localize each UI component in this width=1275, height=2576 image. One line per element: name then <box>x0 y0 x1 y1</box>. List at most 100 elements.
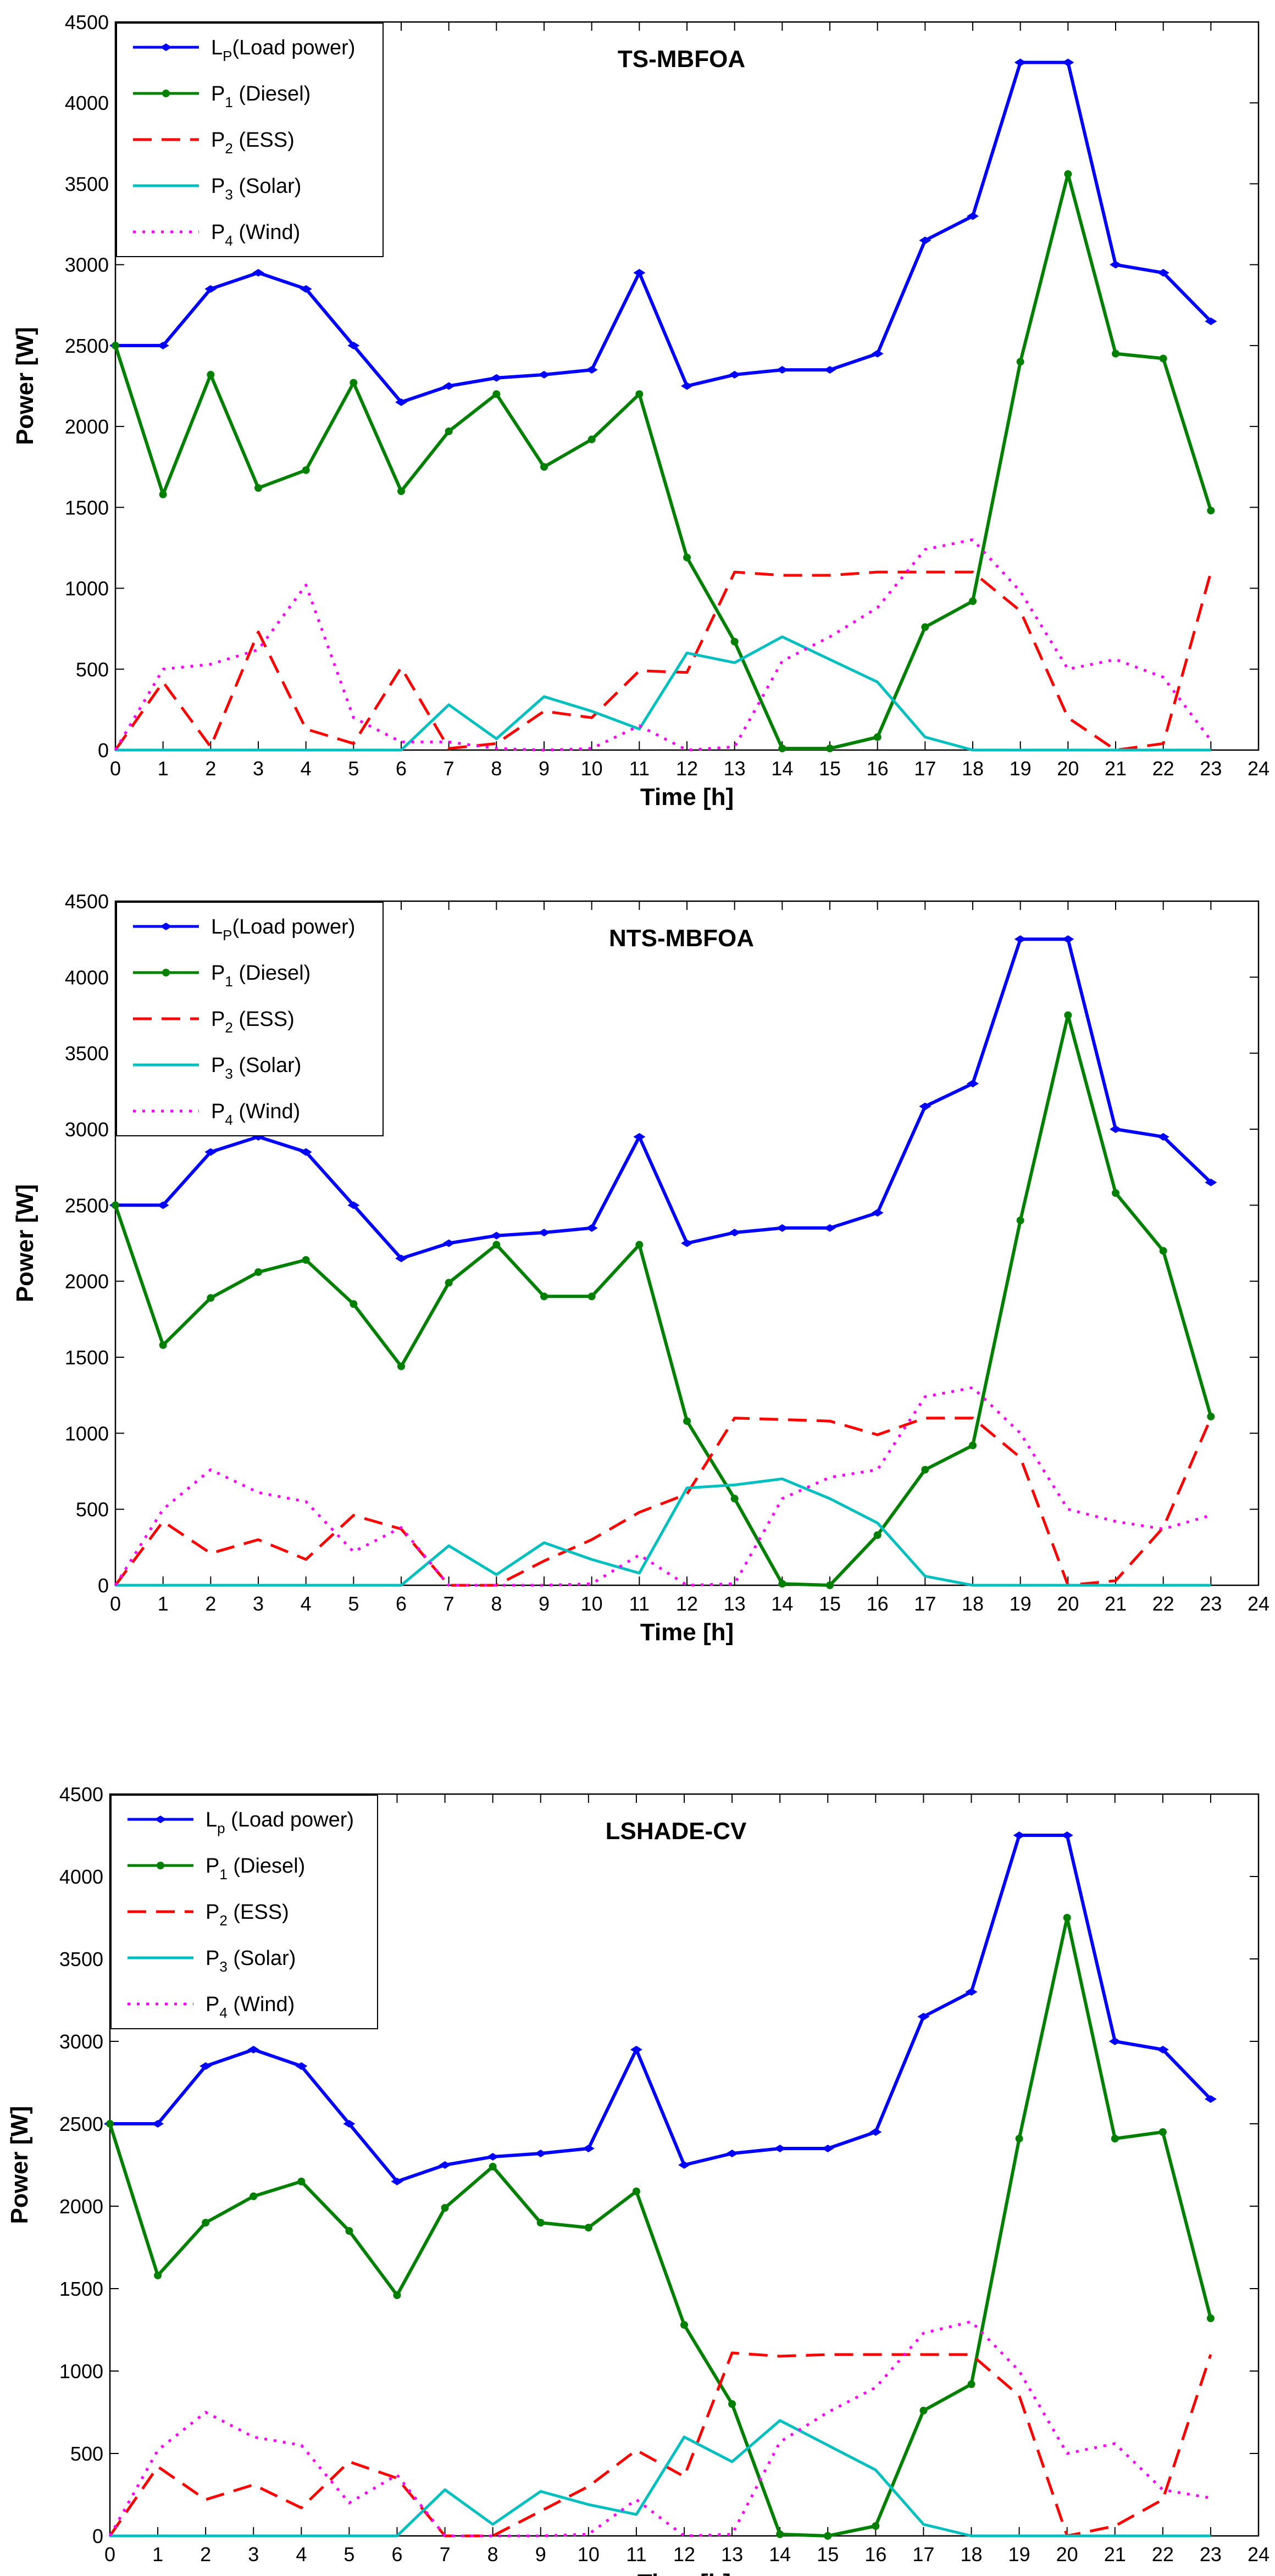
data-point-load-power <box>347 1201 360 1209</box>
legend-symbol: P <box>211 175 225 198</box>
legend-label-solar: P3 (Solar) <box>206 1947 296 1975</box>
data-point-diesel <box>202 2219 210 2227</box>
x-tick-label: 12 <box>676 1592 698 1615</box>
data-point-load-power <box>919 236 932 245</box>
x-tick-label: 4 <box>301 1592 312 1615</box>
y-tick-label: 4500 <box>65 11 109 34</box>
data-point-diesel <box>632 2188 640 2195</box>
legend-suffix: (Diesel) <box>233 962 311 985</box>
y-tick-label: 4000 <box>59 1866 103 1888</box>
data-point-load-power <box>1013 1831 1025 1839</box>
data-point-load-power <box>157 1201 169 1209</box>
data-point-diesel <box>683 1417 691 1425</box>
data-point-load-power <box>585 366 598 374</box>
data-point-load-power <box>1157 269 1169 277</box>
x-tick-label: 18 <box>962 1592 984 1615</box>
legend-subscript: 3 <box>225 1065 232 1082</box>
series-line-ess <box>108 2351 1212 2538</box>
x-tick-label: 21 <box>1105 1592 1127 1615</box>
y-tick-label: 2500 <box>59 2113 103 2135</box>
data-point-load-power <box>871 1209 884 1217</box>
legend-subscript: 1 <box>219 1866 227 1883</box>
data-point-diesel <box>397 1362 405 1370</box>
chart-title: TS-MBFOA <box>618 46 745 73</box>
y-tick-label: 4000 <box>65 966 109 989</box>
series-line-load-power <box>115 60 1212 404</box>
x-tick-label: 7 <box>440 2543 451 2566</box>
legend-suffix: (ESS) <box>228 1901 289 1924</box>
data-point-load-power <box>395 1254 407 1263</box>
x-tick-label: 15 <box>819 757 841 780</box>
series-line-wind <box>108 2320 1211 2538</box>
x-tick-label: 18 <box>962 757 984 780</box>
legend-label-diesel: P1 (Diesel) <box>211 962 311 990</box>
data-point-load-power <box>681 382 693 390</box>
legend-suffix: (Solar) <box>228 1947 296 1970</box>
legend-marker-load-power <box>160 923 172 930</box>
x-tick-label: 18 <box>960 2543 982 2566</box>
y-tick-label: 1500 <box>65 496 109 519</box>
data-point-load-power <box>681 1239 693 1247</box>
data-point-load-power <box>824 1224 836 1232</box>
x-tick-label: 3 <box>253 757 264 780</box>
data-point-diesel <box>254 1268 262 1276</box>
x-tick-label: 24 <box>1248 1592 1270 1615</box>
x-tick-label: 6 <box>396 757 407 780</box>
y-tick-label: 1000 <box>65 578 109 600</box>
x-tick-label: 22 <box>1152 2543 1174 2566</box>
legend-label-load-power: LP(Load power) <box>211 915 355 943</box>
legend-label-solar: P3 (Solar) <box>211 1054 301 1082</box>
legend-symbol: P <box>206 1855 219 1878</box>
x-tick-label: 22 <box>1152 1592 1174 1615</box>
x-tick-label: 7 <box>444 1592 454 1615</box>
data-point-load-power <box>343 2120 356 2128</box>
y-tick-label: 2000 <box>65 1270 109 1293</box>
data-point-diesel <box>1064 1011 1072 1019</box>
data-point-diesel <box>873 733 882 741</box>
data-point-diesel <box>1015 2135 1023 2142</box>
data-point-load-power <box>917 2013 930 2020</box>
y-tick-label: 1500 <box>65 1346 109 1369</box>
series-line-diesel <box>114 172 1213 751</box>
data-point-load-power <box>295 2062 308 2070</box>
x-tick-label: 17 <box>914 757 936 780</box>
y-tick-label: 3000 <box>65 254 109 276</box>
y-tick-label: 0 <box>98 739 109 762</box>
x-tick-label: 13 <box>721 2543 743 2566</box>
data-point-diesel <box>536 2219 545 2227</box>
data-point-diesel <box>540 463 548 471</box>
x-tick-label: 19 <box>1010 1592 1032 1615</box>
legend-label-load-power: LP(Load power) <box>211 36 355 64</box>
x-tick-label: 22 <box>1152 757 1174 780</box>
data-point-load-power <box>776 1224 789 1232</box>
data-point-diesel <box>969 1441 977 1450</box>
data-point-load-power <box>967 1080 979 1087</box>
x-tick-label: 4 <box>296 2543 307 2566</box>
legend-label-wind: P4 (Wind) <box>211 221 300 249</box>
data-point-diesel <box>1112 349 1119 358</box>
legend-symbol: P <box>211 1100 225 1123</box>
legend-subscript: 4 <box>225 1112 232 1128</box>
data-point-diesel <box>778 745 786 753</box>
y-tick-label: 2500 <box>65 1194 109 1217</box>
legend-symbol: L <box>211 915 223 939</box>
data-point-diesel <box>921 1465 929 1474</box>
legend-label-load-power: Lp (Load power) <box>206 1808 354 1836</box>
data-point-diesel <box>778 1580 786 1588</box>
y-axis-title: Power [W] <box>6 2106 33 2224</box>
legend-marker-diesel <box>162 969 170 976</box>
y-tick-label: 2500 <box>65 335 109 357</box>
data-point-diesel <box>824 2532 832 2540</box>
y-tick-label: 0 <box>98 1574 109 1597</box>
data-point-diesel <box>584 2224 592 2231</box>
x-tick-label: 0 <box>110 1592 121 1615</box>
legend-symbol: P <box>206 1901 219 1924</box>
data-point-diesel <box>1064 170 1072 178</box>
series-line-solar <box>115 635 1211 752</box>
data-point-diesel <box>112 1201 119 1209</box>
x-tick-label: 21 <box>1105 757 1127 780</box>
x-tick-label: 5 <box>343 2543 354 2566</box>
data-point-diesel <box>1016 358 1024 366</box>
data-point-diesel <box>1112 1189 1119 1197</box>
data-point-diesel <box>1158 2128 1167 2136</box>
